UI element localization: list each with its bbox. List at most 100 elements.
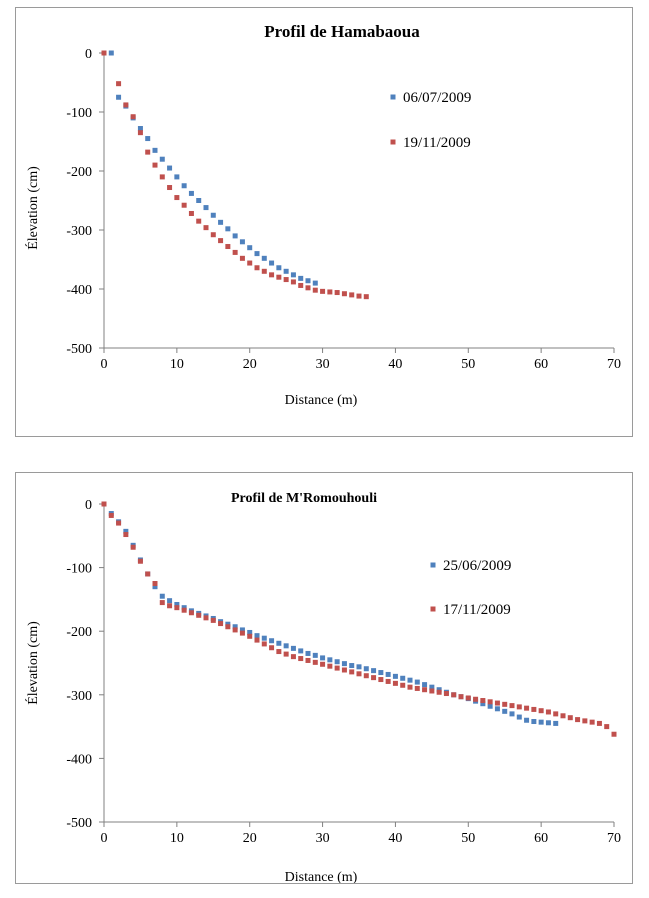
y-tick-label: -100 [66,106,92,121]
data-point [218,621,224,627]
data-point [254,251,260,257]
legend-label: 06/07/2009 [403,90,471,106]
data-point [414,679,420,685]
data-point [210,232,216,238]
data-point [181,183,187,189]
x-tick-label: 60 [534,357,548,372]
data-point [123,528,129,534]
data-point [152,584,158,590]
data-point [232,233,238,239]
data-point [239,627,245,633]
data-point [509,711,515,717]
data-point [108,50,114,56]
data-point [378,677,384,683]
x-tick-label: 40 [388,357,402,372]
data-point [108,512,114,518]
data-point [487,703,493,709]
data-point [203,205,209,211]
data-point [502,701,508,707]
legend: 25/06/2009 17/11/2009 [430,558,511,618]
data-point [407,677,413,683]
data-point [232,249,238,255]
data-point [334,290,340,296]
data-point [290,272,296,278]
data-point [232,624,238,630]
data-point [159,593,165,599]
data-point [137,126,143,132]
y-tick-label: 0 [85,498,92,513]
data-point [247,245,253,251]
x-tick-label: 60 [534,831,548,846]
data-point [363,666,369,672]
data-point [414,685,420,691]
x-tick-label: 0 [101,831,108,846]
data-point [371,668,377,674]
data-point [429,688,435,694]
data-point [181,605,187,611]
data-point [181,607,187,613]
data-point [473,696,479,702]
x-axis-label: Distance (m) [285,870,358,883]
data-point [145,149,151,155]
data-point [327,289,333,295]
data-point [538,719,544,725]
data-point [210,617,216,623]
data-point [101,50,107,56]
axes: 0 10 20 30 40 50 60 70 0 -100 -200 -300 -400 -500 [66,498,621,846]
data-point [320,288,326,294]
data-point [356,671,362,677]
data-point [276,640,282,646]
data-point [349,663,355,669]
data-point [516,714,522,720]
data-point [203,615,209,621]
data-point [422,687,428,693]
chart-panel-hamabaoua: Profil de Hamabaoua Distance (m) Élevati… [15,7,633,437]
data-point [575,717,581,723]
data-point [465,695,471,701]
data-point [298,648,304,654]
x-tick-label: 0 [101,357,108,372]
y-tick-label: -400 [66,752,92,767]
data-point [276,274,282,280]
data-point [320,661,326,667]
data-point [225,621,231,627]
x-tick-label: 30 [316,357,330,372]
y-tick-label: -200 [66,625,92,640]
data-point [188,610,194,616]
chart-panel-mromouhouli: Profil de M'Romouhouli Distance (m) Élev… [15,472,633,884]
y-tick-label: -200 [66,165,92,180]
x-tick-label: 10 [170,357,184,372]
data-point [392,673,398,679]
data-point [356,293,362,299]
data-point [116,81,122,87]
data-point [327,657,333,663]
data-point [290,654,296,660]
data-point [188,190,194,196]
data-point [269,638,275,644]
data-point [545,720,551,726]
data-point [203,225,209,231]
data-point [123,532,129,538]
data-point [159,156,165,162]
legend-marker [430,562,436,568]
data-point [196,612,202,618]
data-point [196,198,202,203]
data-point [167,185,173,191]
data-point [276,649,282,655]
data-point [422,682,428,688]
data-point [494,700,500,706]
data-point [553,720,559,726]
data-point [283,651,289,657]
data-point [363,673,369,679]
data-point [341,291,347,297]
x-tick-label: 50 [461,357,475,372]
data-point [436,687,442,693]
data-point [538,708,544,714]
data-point [334,659,340,665]
y-tick-label: -500 [66,342,92,357]
data-point [589,719,595,725]
data-point [225,244,231,250]
data-point [254,637,260,643]
data-point [137,130,143,136]
data-point [225,226,231,232]
